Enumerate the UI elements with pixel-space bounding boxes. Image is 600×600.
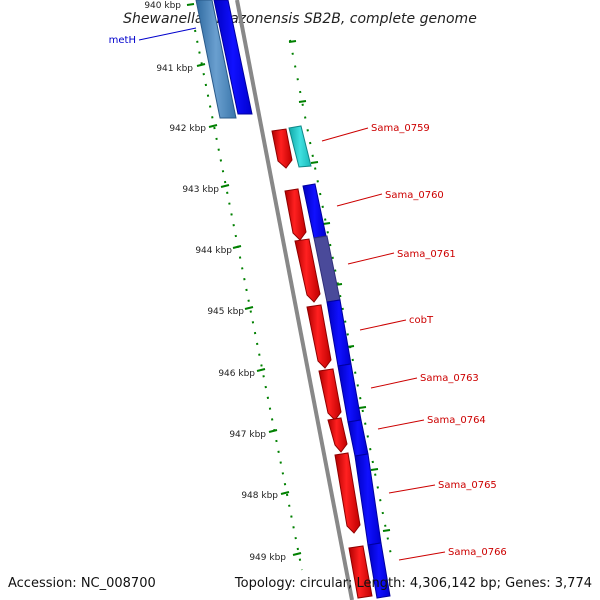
sama-0766-label-leader <box>398 551 446 561</box>
scale-label-943: 943 kbp <box>182 185 219 195</box>
gene-sama-0764[interactable]: Sama_0764 <box>327 415 486 457</box>
footer-summary: Topology: circular; Length: 4,306,142 bp… <box>234 576 592 591</box>
scale-label-949: 949 kbp <box>249 553 286 563</box>
scale-label-948: 948 kbp <box>241 491 278 501</box>
gene-label-sama-0765: Sama_0765 <box>438 480 497 491</box>
gene-sama-0765[interactable]: Sama_0765 <box>334 452 497 546</box>
cobT-cds <box>306 304 332 369</box>
ruler-ticks <box>186 3 302 556</box>
sama-0761-label-leader <box>347 252 395 265</box>
scale-label-944: 944 kbp <box>195 246 232 256</box>
sama-0765-blue-feature <box>354 453 382 546</box>
gene-sama-0759[interactable]: Sama_0759 <box>271 123 430 169</box>
footer-accession: Accession: NC_008700 <box>8 576 156 591</box>
scale-label-945: 945 kbp <box>207 307 244 317</box>
gene-sama-0761[interactable]: Sama_0761 <box>294 235 456 303</box>
gene-sama-0766[interactable]: Sama_0766 <box>348 542 507 599</box>
sama-0766-cds <box>348 545 373 599</box>
sama-0764-blue-feature <box>347 419 369 457</box>
gene-label-metH: metH <box>109 35 136 46</box>
metH-label-leader <box>138 27 197 41</box>
gene-label-cobT: cobT <box>409 315 434 326</box>
gene-label-sama-0760: Sama_0760 <box>385 190 444 201</box>
sama-0759-cds <box>271 128 293 169</box>
sama-0761-cds <box>294 238 321 303</box>
ruler-track <box>194 29 303 571</box>
sama-0763-cds <box>318 368 342 421</box>
right-dotted-track <box>288 39 393 561</box>
sama-0765-label-leader <box>388 484 436 494</box>
sama-0759-cyan-feature <box>288 125 312 168</box>
sama-0760-label-leader <box>336 193 383 207</box>
gene-metH[interactable]: metH <box>109 0 253 119</box>
sama-0763-blue-feature <box>337 363 362 423</box>
genome-backbone <box>235 0 354 600</box>
gene-label-sama-0761: Sama_0761 <box>397 249 456 260</box>
gene-label-sama-0766: Sama_0766 <box>448 547 507 558</box>
sama-0759-label-leader <box>321 127 369 142</box>
sama-0760-blue-feature <box>302 183 327 239</box>
gene-cobT[interactable]: cobT <box>306 299 434 369</box>
scale-label-941: 941 kbp <box>156 64 193 74</box>
metH-feature-steel <box>195 0 237 119</box>
sama-0764-cds <box>327 417 348 453</box>
metH-feature-blue <box>213 0 253 115</box>
gene-sama-0760[interactable]: Sama_0760 <box>284 183 444 241</box>
gene-label-sama-0759: Sama_0759 <box>371 123 430 134</box>
map-title: Shewanella amazonensis SB2B, complete ge… <box>123 11 477 27</box>
scale-label-946: 946 kbp <box>218 369 255 379</box>
sama-0766-blue-feature <box>367 542 391 599</box>
sama-0765-cds <box>334 452 361 534</box>
sama-0763-label-leader <box>370 377 418 389</box>
gene-label-sama-0763: Sama_0763 <box>420 373 479 384</box>
sama-0760-cds <box>284 188 307 241</box>
scale-label-942: 942 kbp <box>169 124 206 134</box>
gene-sama-0763[interactable]: Sama_0763 <box>318 363 479 423</box>
cobT-label-leader <box>359 319 407 331</box>
sama-0764-label-leader <box>377 419 425 430</box>
gene-label-sama-0764: Sama_0764 <box>427 415 486 426</box>
scale-label-947: 947 kbp <box>229 430 266 440</box>
kbp-ruler: 940 kbp 941 kbp 942 kbp 943 kbp 944 kbp … <box>144 1 303 571</box>
scale-label-940: 940 kbp <box>144 1 181 11</box>
